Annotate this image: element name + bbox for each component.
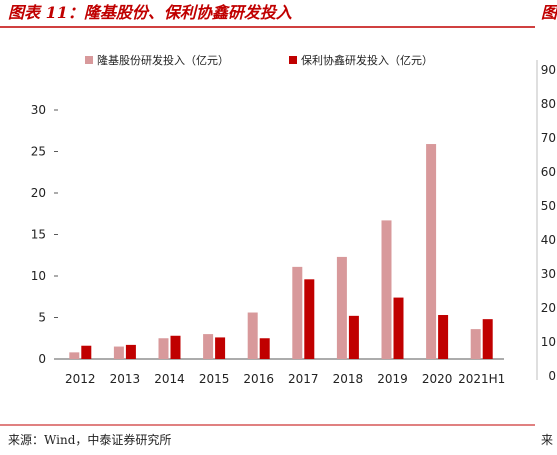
legend-label-gcl: 保利协鑫研发投入（亿元） [301,53,433,67]
source-note: 来源：Wind，中泰证券研究所 [8,432,171,447]
adjacent-chart-partial: 0 10 20 30 40 50 60 70 80 90 [536,60,556,383]
y-tick-label: 10 [31,269,46,283]
bar-longi-2012 [69,352,80,359]
bar-gcl-2012 [81,345,92,359]
bar-gcl-2019 [393,297,404,359]
adjacent-y-tick-label: 60 [541,165,556,179]
chart-legend: 隆基股份研发投入（亿元） 保利协鑫研发投入（亿元） [85,53,433,67]
adjacent-y-tick-label: 80 [541,97,556,111]
adjacent-y-axis: 0 10 20 30 40 50 60 70 80 90 [541,63,556,383]
bar-longi-2020 [426,144,437,359]
y-axis: 0 5 10 15 20 25 30 [31,103,58,366]
adjacent-y-tick-label: 90 [541,63,556,77]
legend-swatch-longi [85,56,93,64]
bar-gcl-2015 [215,337,226,359]
x-tick-label: 2012 [65,372,96,386]
legend-swatch-gcl [289,56,297,64]
x-tick-label: 2020 [422,372,453,386]
x-tick-label: 2019 [377,372,408,386]
x-tick-label: 2017 [288,372,319,386]
adjacent-y-tick-label: 30 [541,267,556,281]
bar-longi-2013 [113,346,124,359]
bar-longi-2019 [381,220,392,359]
bar-longi-2016 [247,312,258,359]
bar-longi-2018 [336,256,347,359]
adjacent-y-tick-label: 0 [548,369,556,383]
y-tick-label: 25 [31,145,46,159]
adjacent-y-tick-label: 10 [541,335,556,349]
y-tick-label: 30 [31,103,46,117]
figure-title: 图表 11：隆基股份、保利协鑫研发投入 [8,3,292,22]
x-tick-label: 2018 [333,372,364,386]
bar-longi-2017 [292,266,303,359]
y-tick-label: 15 [31,228,46,242]
bar-group [69,144,493,359]
y-tick-label: 20 [31,186,46,200]
bar-gcl-2016 [259,338,270,359]
y-tick-label: 5 [38,311,46,325]
adjacent-y-tick-label: 50 [541,199,556,213]
bar-longi-2021H1 [470,329,481,359]
next-source-fragment: 来 [541,433,553,447]
bar-longi-2014 [158,338,169,359]
bar-gcl-2014 [170,335,181,359]
x-axis: 2012 2013 2014 2015 2016 2017 2018 2019 2020 2021… [65,372,505,386]
y-tick-label: 0 [38,352,46,366]
x-tick-label: 2016 [243,372,274,386]
adjacent-y-tick-label: 40 [541,233,556,247]
bar-gcl-2013 [125,344,136,359]
adjacent-y-tick-label: 70 [541,131,556,145]
bar-chart: 隆基股份研发投入（亿元） 保利协鑫研发投入（亿元） 0 5 10 15 20 25 30 2… [31,53,506,386]
bar-gcl-2021H1 [482,319,493,359]
x-tick-label: 2015 [199,372,230,386]
legend-label-longi: 隆基股份研发投入（亿元） [97,53,229,67]
next-figure-title-fragment: 图 [541,3,557,22]
x-tick-label: 2021H1 [458,372,505,386]
x-tick-label: 2013 [110,372,141,386]
bar-longi-2015 [203,334,214,359]
bar-gcl-2017 [304,279,315,359]
bar-gcl-2020 [438,315,449,359]
adjacent-y-tick-label: 20 [541,301,556,315]
x-tick-label: 2014 [154,372,185,386]
bar-gcl-2018 [348,315,359,359]
